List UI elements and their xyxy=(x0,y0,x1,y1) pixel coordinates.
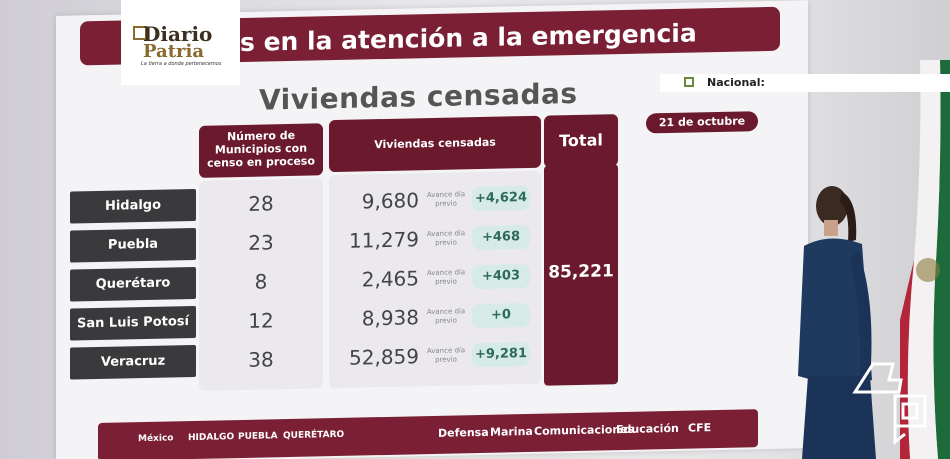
header-total: Total xyxy=(544,114,618,168)
footer-logo: QUERÉTARO xyxy=(283,429,345,442)
diario-patria-logo: Diario Patria La tierra a donde pertenec… xyxy=(121,0,240,85)
header-municipios: Número de Municipios con censo en proces… xyxy=(199,123,323,178)
delta-badge: +403 xyxy=(472,263,530,290)
brand-name-bottom: Patria xyxy=(143,41,205,62)
delta-badge: +0 xyxy=(472,302,530,329)
avance-label: Avance día previo xyxy=(426,190,466,208)
state-label: Hidalgo xyxy=(70,188,196,224)
footer-logo: Defensa xyxy=(438,425,489,440)
institutional-logo-strip: México HIDALGO PUEBLA QUERÉTARO Defensa … xyxy=(98,409,758,459)
avance-label: Avance día previo xyxy=(426,268,466,286)
header-viviendas: Viviendas censadas xyxy=(329,115,541,173)
date-badge: 21 de octubre xyxy=(646,111,758,134)
municipios-value: 23 xyxy=(248,230,274,255)
footer-logo: Educación xyxy=(616,421,679,437)
slide-subtitle: Viviendas censadas xyxy=(259,76,578,117)
delta-badge: +4,624 xyxy=(472,185,530,212)
delta-badge: +468 xyxy=(472,224,530,251)
viviendas-value: 9,680 xyxy=(361,188,419,214)
watermark-icon xyxy=(852,362,927,445)
footer-logo: Marina xyxy=(490,424,533,439)
state-label: Puebla xyxy=(70,227,196,263)
municipios-value: 28 xyxy=(248,191,274,216)
footer-logo: PUEBLA xyxy=(238,431,278,443)
mexican-flag xyxy=(900,60,950,459)
avance-label: Avance día previo xyxy=(426,229,466,247)
municipios-value: 8 xyxy=(254,269,268,294)
section-label: Nacional: xyxy=(707,76,765,89)
delta-badge: +9,281 xyxy=(472,341,530,368)
municipios-value: 38 xyxy=(248,347,274,372)
slide-banner-title: s en la atención a la emergencia xyxy=(240,18,697,58)
brand-mark-icon xyxy=(133,26,147,40)
state-label: Veracruz xyxy=(70,344,196,380)
section-label-bar: Nacional: xyxy=(660,74,950,92)
brand-name-top: Diario xyxy=(143,22,213,46)
avance-label: Avance día previo xyxy=(426,346,466,364)
footer-logo: HIDALGO xyxy=(188,432,235,444)
viviendas-value: 11,279 xyxy=(349,227,419,253)
state-label: Querétaro xyxy=(70,266,196,302)
footer-logo: México xyxy=(138,433,174,445)
municipios-value: 12 xyxy=(248,308,274,333)
footer-logo: CFE xyxy=(688,421,712,435)
speaker-figure xyxy=(798,186,876,459)
viviendas-value: 2,465 xyxy=(361,266,419,292)
viviendas-value: 8,938 xyxy=(361,305,419,331)
avance-label: Avance día previo xyxy=(426,307,466,325)
viviendas-value: 52,859 xyxy=(349,344,419,370)
brand-mark-icon xyxy=(684,77,694,87)
brand-tagline: La tierra a donde pertenecemos xyxy=(141,61,222,67)
state-label: San Luis Potosí xyxy=(70,305,196,341)
